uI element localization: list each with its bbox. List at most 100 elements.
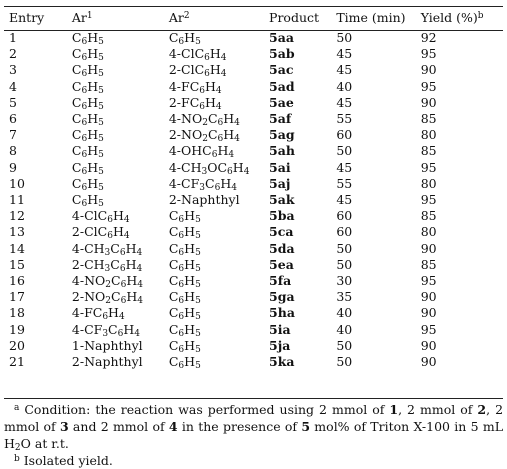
footnote-a: a Condition: the reaction was performed … bbox=[4, 402, 504, 453]
cell-product: 5ak bbox=[269, 192, 295, 208]
header-product: Product bbox=[269, 10, 320, 25]
cell-yield: 90 bbox=[420, 354, 437, 370]
cell-product: 5ka bbox=[269, 354, 295, 370]
cell-ar1: C6H5 bbox=[71, 159, 104, 177]
table-row: 14 4-CH3C6H4 C6H5 5da 50 90 bbox=[4, 240, 503, 258]
cell-ar1: C6H5 bbox=[71, 30, 104, 47]
table-row: 2 C6H5 4-ClC6H4 5ab 45 95 bbox=[4, 46, 503, 64]
cell-yield: 90 bbox=[420, 94, 437, 110]
cell-ar2: C6H5 bbox=[168, 337, 201, 355]
cell-entry: 15 bbox=[9, 256, 25, 272]
cell-yield: 90 bbox=[420, 62, 437, 78]
cell-ar2: 4-ClC6H4 bbox=[168, 46, 227, 64]
table-row: 21 2-Naphthyl C6H5 5ka 50 90 bbox=[4, 354, 503, 372]
cell-yield: 90 bbox=[420, 305, 437, 321]
cell-ar2: C6H5 bbox=[168, 224, 201, 242]
table-row: 7 C6H5 2-NO2C6H4 5ag 60 80 bbox=[4, 127, 503, 145]
header-yield: Yield (%)b bbox=[420, 10, 484, 25]
cell-product: 5ad bbox=[269, 78, 295, 94]
table-row: 9 C6H5 4-CH3OC6H4 5ai 45 95 bbox=[4, 159, 503, 177]
header-time: Time (min) bbox=[336, 10, 406, 25]
cell-ar1: C6H5 bbox=[71, 46, 104, 64]
cell-ar1: C6H5 bbox=[71, 143, 104, 161]
cell-entry: 11 bbox=[9, 192, 25, 208]
cell-product: 5ai bbox=[269, 159, 291, 175]
cell-ar2: C6H5 bbox=[168, 208, 201, 226]
footnotes: a Condition: the reaction was performed … bbox=[4, 401, 503, 469]
cell-ar1: 2-ClC6H4 bbox=[71, 224, 130, 242]
cell-product: 5ja bbox=[269, 337, 291, 353]
cell-entry: 16 bbox=[9, 273, 25, 289]
cell-ar1: C6H5 bbox=[71, 192, 104, 210]
cell-entry: 21 bbox=[9, 354, 25, 370]
cell-ar2: C6H5 bbox=[168, 354, 201, 372]
cell-ar2: C6H5 bbox=[168, 256, 201, 274]
cell-entry: 8 bbox=[9, 143, 17, 159]
cell-product: 5ah bbox=[269, 143, 295, 159]
cell-entry: 9 bbox=[9, 159, 17, 175]
cell-time: 50 bbox=[336, 143, 353, 159]
cell-ar2: C6H5 bbox=[168, 289, 201, 307]
cell-entry: 17 bbox=[9, 289, 25, 305]
cell-ar1: C6H5 bbox=[71, 62, 104, 80]
cell-ar1: 4-FC6H4 bbox=[71, 305, 125, 323]
cell-ar1: 4-ClC6H4 bbox=[71, 208, 130, 226]
cell-yield: 95 bbox=[420, 78, 437, 94]
cell-entry: 13 bbox=[9, 224, 25, 240]
cell-ar2: 4-NO2C6H4 bbox=[168, 111, 240, 129]
cell-yield: 85 bbox=[420, 256, 437, 272]
table-row: 12 4-ClC6H4 C6H5 5ba 60 85 bbox=[4, 208, 503, 226]
cell-entry: 10 bbox=[9, 175, 25, 191]
cell-time: 45 bbox=[336, 46, 353, 62]
cell-yield: 95 bbox=[420, 46, 437, 62]
cell-time: 45 bbox=[336, 62, 353, 78]
footnote-b: b Isolated yield. bbox=[14, 453, 113, 468]
cell-time: 45 bbox=[336, 159, 353, 175]
cell-time: 60 bbox=[336, 224, 353, 240]
cell-ar2: 2-Naphthyl bbox=[168, 192, 240, 208]
cell-ar2: 2-NO2C6H4 bbox=[168, 127, 240, 145]
table-row: 20 1-Naphthyl C6H5 5ja 50 90 bbox=[4, 337, 503, 355]
cell-product: 5af bbox=[269, 111, 292, 127]
cell-entry: 12 bbox=[9, 208, 25, 224]
cell-yield: 90 bbox=[420, 289, 437, 305]
cell-ar1: 4-CH3C6H4 bbox=[71, 240, 143, 258]
cell-product: 5ca bbox=[269, 224, 294, 240]
cell-yield: 80 bbox=[420, 224, 437, 240]
cell-ar2: 4-CF3C6H4 bbox=[168, 175, 237, 193]
cell-time: 55 bbox=[336, 111, 353, 127]
cell-product: 5ba bbox=[269, 208, 295, 224]
cell-yield: 90 bbox=[420, 337, 437, 353]
cell-product: 5ab bbox=[269, 46, 295, 62]
cell-ar2: 2-ClC6H4 bbox=[168, 62, 227, 80]
cell-ar1: 2-CH3C6H4 bbox=[71, 256, 143, 274]
cell-product: 5aa bbox=[269, 30, 294, 45]
table-row: 16 4-NO2C6H4 C6H5 5fa 30 95 bbox=[4, 273, 503, 291]
cell-ar1: 2-Naphthyl bbox=[71, 354, 143, 370]
cell-entry: 7 bbox=[9, 127, 17, 143]
cell-time: 45 bbox=[336, 94, 353, 110]
cell-time: 35 bbox=[336, 289, 353, 305]
cell-product: 5ea bbox=[269, 256, 294, 272]
cell-time: 40 bbox=[336, 78, 353, 94]
cell-entry: 3 bbox=[9, 62, 17, 78]
cell-ar1: C6H5 bbox=[71, 175, 104, 193]
bottom-rule bbox=[4, 398, 503, 399]
cell-time: 45 bbox=[336, 192, 353, 208]
table-row: 13 2-ClC6H4 C6H5 5ca 60 80 bbox=[4, 224, 503, 242]
cell-entry: 6 bbox=[9, 111, 17, 127]
cell-time: 60 bbox=[336, 127, 353, 143]
cell-ar1: 4-CF3C6H4 bbox=[71, 321, 140, 339]
table-row: 19 4-CF3C6H4 C6H5 5ia 40 95 bbox=[4, 321, 503, 339]
header-ar2: Ar2 bbox=[168, 10, 190, 25]
cell-yield: 95 bbox=[420, 273, 437, 289]
cell-ar1: C6H5 bbox=[71, 78, 104, 96]
header-row: Entry Ar1 Ar2 Product Time (min) Yield (%)b bbox=[4, 6, 503, 30]
cell-time: 30 bbox=[336, 273, 353, 289]
cell-yield: 80 bbox=[420, 127, 437, 143]
cell-product: 5ia bbox=[269, 321, 291, 337]
table-body: 1 C6H5 C6H5 5aa 50 92 2 C6H5 4-ClC6H4 5ab 45 95 3 C6H… bbox=[4, 30, 503, 372]
cell-ar1: 4-NO2C6H4 bbox=[71, 273, 143, 291]
cell-ar1: 1-Naphthyl bbox=[71, 337, 143, 353]
cell-yield: 85 bbox=[420, 208, 437, 224]
